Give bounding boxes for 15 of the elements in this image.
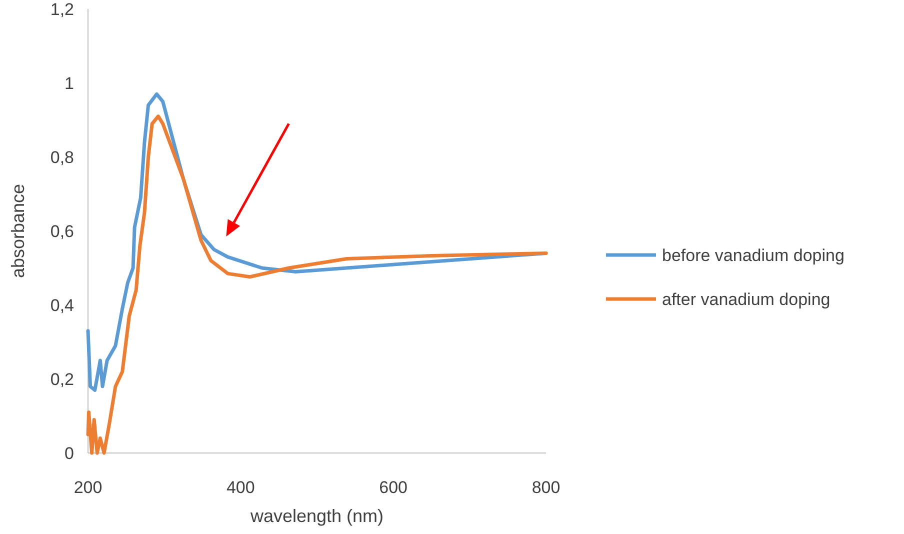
y-tick-label: 1 [64, 74, 74, 93]
y-tick-label: 1,2 [50, 0, 74, 19]
legend-label: after vanadium doping [662, 290, 830, 310]
x-axis-title: wavelength (nm) [249, 506, 384, 526]
y-tick-label: 0,8 [50, 148, 74, 167]
x-tick-label: 800 [532, 478, 560, 497]
x-tick-label: 600 [379, 478, 408, 497]
y-tick-label: 0 [64, 444, 74, 463]
y-tick-label: 0,6 [50, 222, 74, 241]
x-tick-label: 200 [74, 478, 102, 497]
y-axis-title: absorbance [8, 184, 28, 278]
x-tick-label: 400 [226, 478, 255, 497]
y-tick-label: 0,2 [50, 370, 74, 389]
legend-label: before vanadium doping [662, 246, 844, 266]
y-tick-label: 0,4 [50, 296, 74, 315]
